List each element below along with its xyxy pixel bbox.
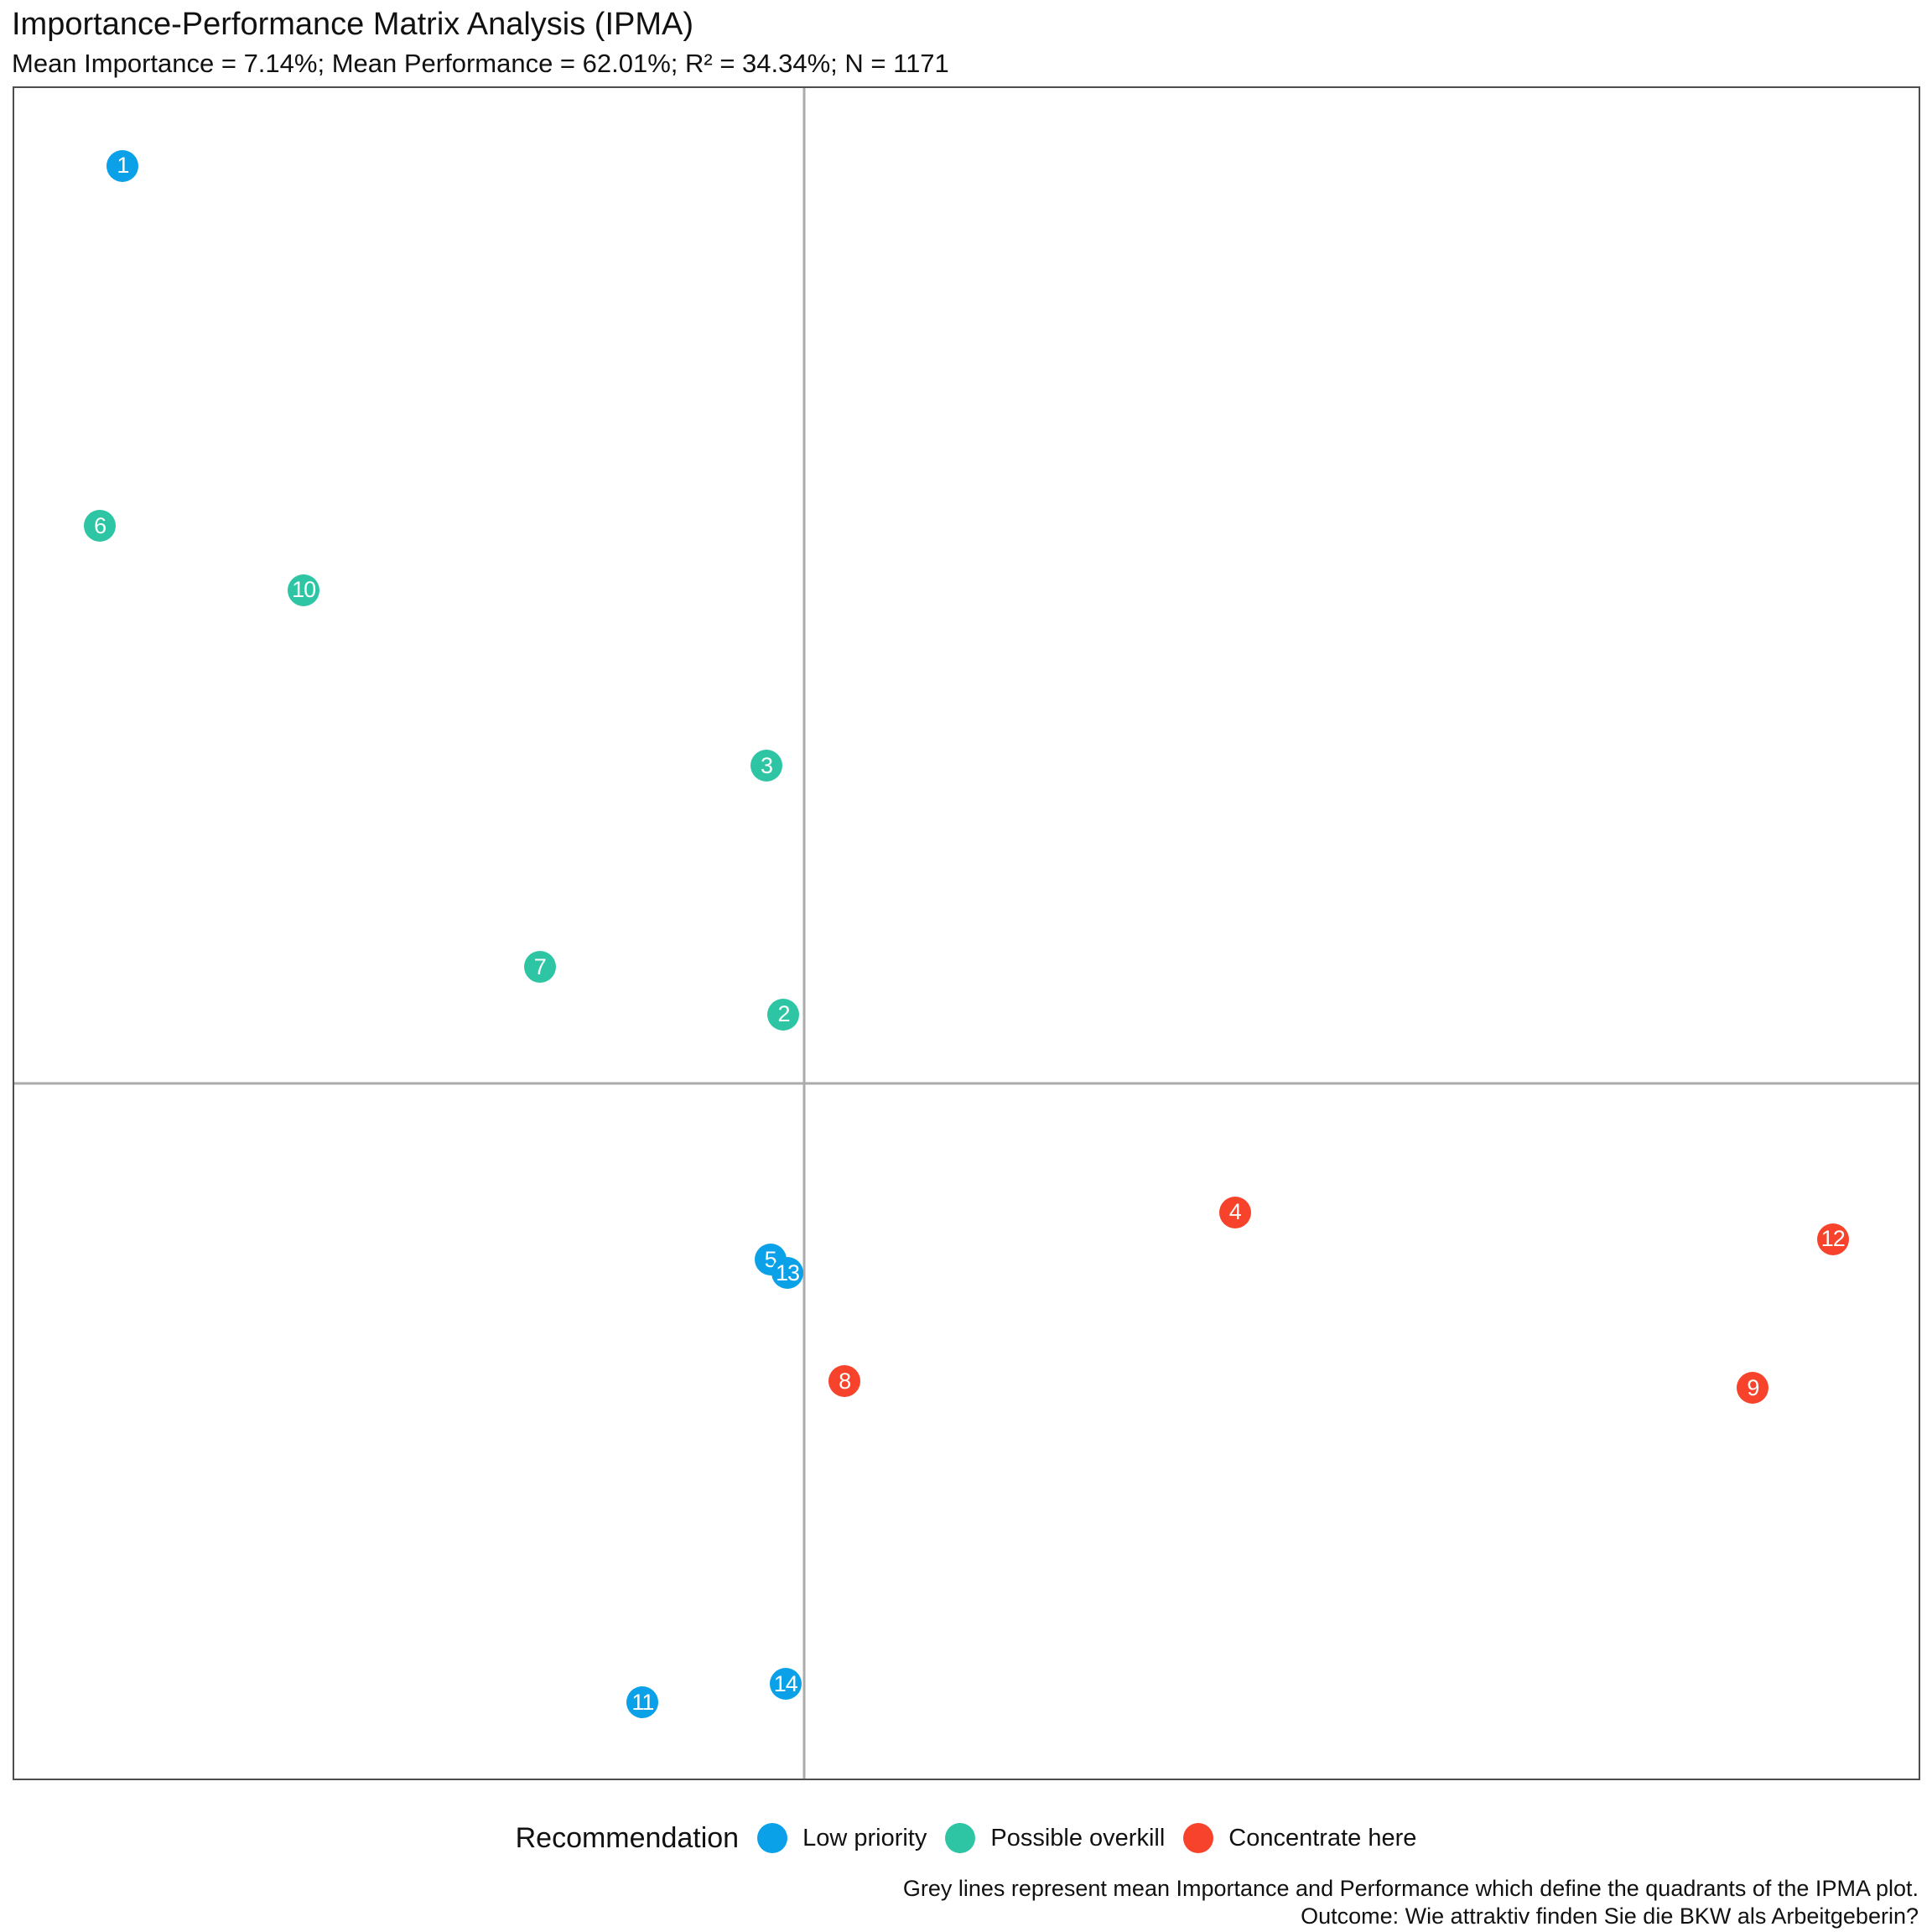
legend-label-low_priority: Low priority bbox=[802, 1824, 927, 1852]
footnote-line-1: Grey lines represent mean Importance and… bbox=[902, 1876, 1919, 1901]
chart-title: Importance-Performance Matrix Analysis (… bbox=[12, 7, 694, 42]
mean-performance-line bbox=[14, 1082, 1919, 1085]
point-10: 10 bbox=[288, 574, 320, 606]
point-9: 9 bbox=[1737, 1372, 1769, 1405]
chart-subtitle: Mean Importance = 7.14%; Mean Performanc… bbox=[12, 49, 949, 78]
point-1: 1 bbox=[106, 149, 139, 182]
legend-items: Low priority Possible overkill Concentrate… bbox=[757, 1823, 1416, 1853]
legend-item-low_priority: Low priority bbox=[757, 1823, 927, 1853]
point-2: 2 bbox=[767, 998, 800, 1031]
footnote-line-2: Outcome: Wie attraktiv finden Sie die BK… bbox=[1301, 1903, 1919, 1929]
legend-label-concentrate_here: Concentrate here bbox=[1228, 1824, 1417, 1852]
point-7: 7 bbox=[523, 951, 556, 984]
point-4: 4 bbox=[1218, 1196, 1251, 1228]
legend-item-possible_overkill: Possible overkill bbox=[945, 1823, 1165, 1853]
point-8: 8 bbox=[828, 1365, 861, 1398]
possible_overkill-dot-icon bbox=[945, 1823, 976, 1853]
point-13: 13 bbox=[771, 1257, 804, 1290]
concentrate_here-dot-icon bbox=[1183, 1823, 1214, 1853]
point-6: 6 bbox=[84, 510, 117, 543]
point-11: 11 bbox=[626, 1686, 659, 1719]
point-3: 3 bbox=[750, 750, 783, 782]
low_priority-dot-icon bbox=[757, 1823, 788, 1853]
point-14: 14 bbox=[769, 1668, 802, 1701]
legend-title: Recommendation bbox=[515, 1821, 740, 1854]
plot-panel: 1 2 3 4 5 6 7 8 9 10 11 12 13 14 bbox=[13, 86, 1920, 1780]
footnote: Grey lines represent mean Importance and… bbox=[903, 1875, 1919, 1930]
legend-item-concentrate_here: Concentrate here bbox=[1183, 1823, 1416, 1853]
point-12: 12 bbox=[1816, 1223, 1849, 1255]
mean-importance-line bbox=[802, 88, 806, 1779]
legend-label-possible_overkill: Possible overkill bbox=[990, 1824, 1166, 1852]
legend: Recommendation Low priority Possible over… bbox=[0, 1816, 1932, 1860]
